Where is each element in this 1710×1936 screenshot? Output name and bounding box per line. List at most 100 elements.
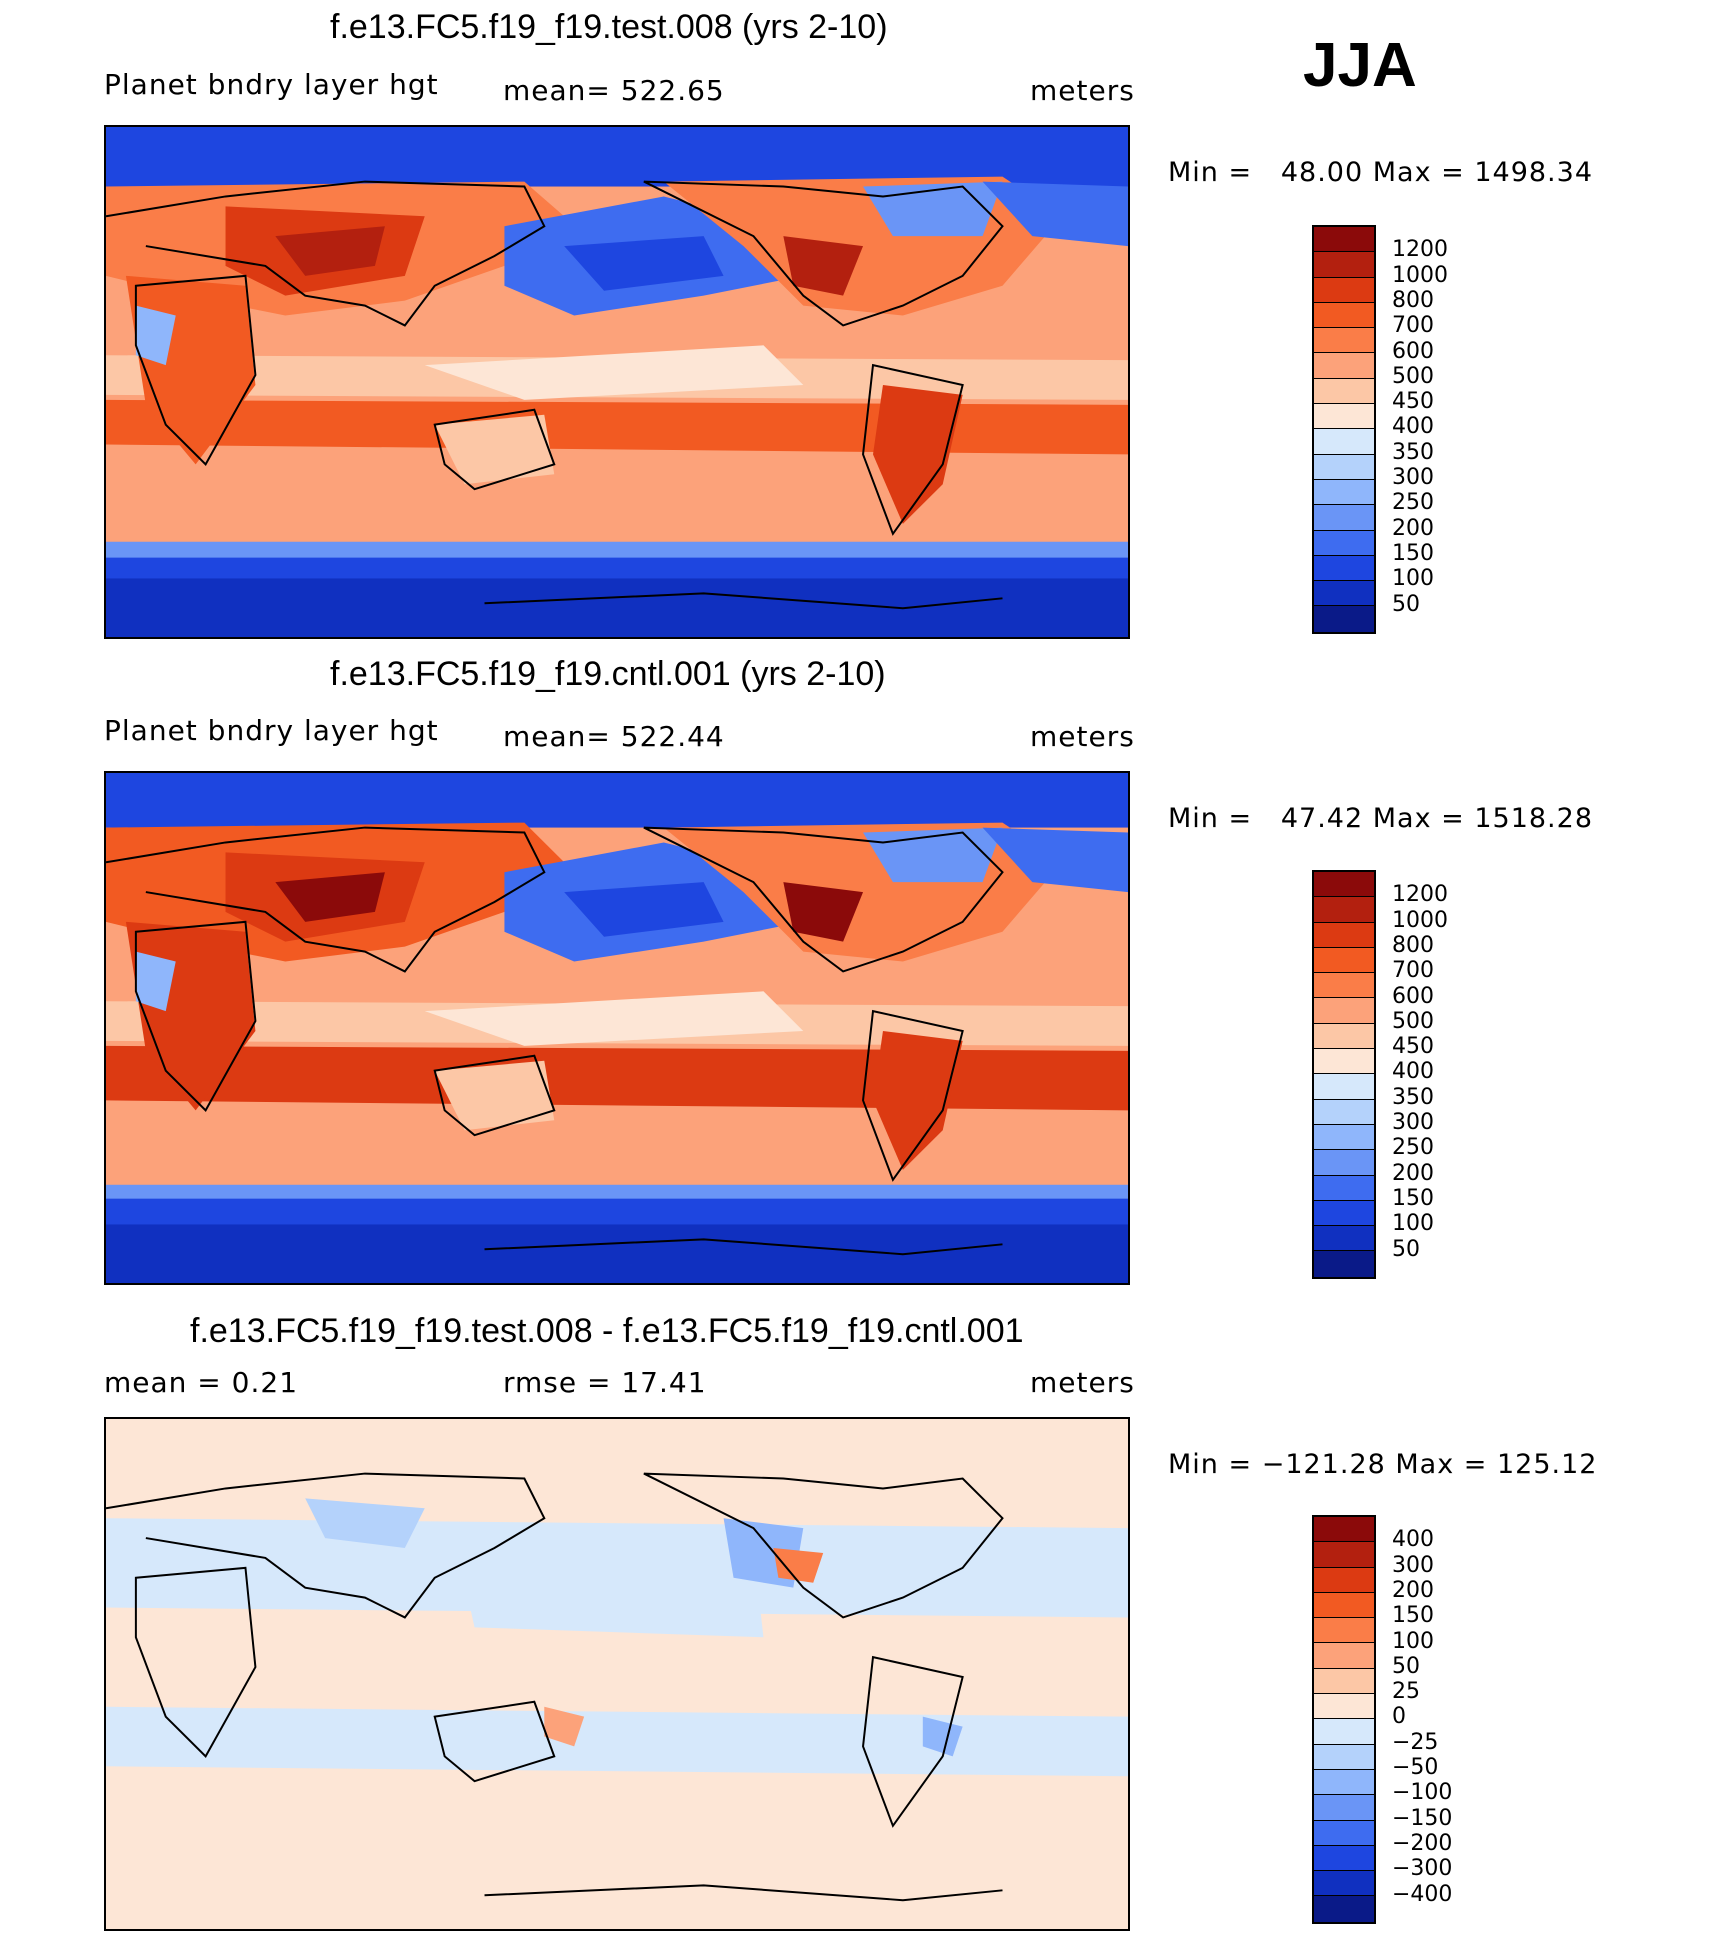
panel-3-colorbar-tick-label: −100 [1392,1780,1453,1806]
panel-3-colorbar-tick-label: 100 [1392,1628,1434,1654]
panel-2-colorbar-swatch [1314,1150,1374,1176]
panel-1-colorbar-tick-label: 1200 [1392,237,1448,263]
panel-2-variable-label: Planet bndry layer hgt [104,714,439,747]
panel-3-colorbar-swatch [1314,1795,1374,1821]
panel-3-map [104,1417,1130,1931]
panel-2-colorbar-swatch [1314,1175,1374,1201]
panel-2-colorbar-swatch [1314,1023,1374,1050]
panel-2-colorbar-swatch [1314,1226,1374,1252]
panel-1-colorbar-tick-label: 100 [1392,566,1434,592]
panel-3-colorbar-tick-label: 0 [1392,1704,1406,1730]
panel-2-colorbar-swatch [1314,1099,1374,1125]
panel-1-title: f.e13.FC5.f19_f19.test.008 (yrs 2-10) [330,8,888,46]
panel-3-minmax: Min = −121.28 Max = 125.12 [1168,1449,1598,1480]
panel-2-colorbar-tick-label: 1000 [1392,907,1448,933]
panel-1-colorbar-tick-label: 800 [1392,287,1434,313]
panel-2-colorbar-swatch [1314,897,1374,923]
panel-1-colorbar-swatch [1314,252,1374,278]
panel-2-colorbar-swatch [1314,998,1374,1024]
panel-3-title: f.e13.FC5.f19_f19.test.008 - f.e13.FC5.f… [190,1312,1024,1350]
panel-3-colorbar-swatch [1314,1517,1374,1543]
panel-2-colorbar-tick-label: 150 [1392,1185,1434,1211]
panel-3-rmse-label: rmse = 17.41 [503,1366,707,1399]
panel-1-colorbar-swatch [1314,328,1374,354]
panel-2-colorbar-tick-label: 600 [1392,983,1434,1009]
panel-2-colorbar-swatch [1314,947,1374,974]
panel-1-colorbar-swatch [1314,454,1374,480]
panel-3-colorbar-tick-label: 25 [1392,1679,1420,1705]
panel-1-variable-label: Planet bndry layer hgt [104,68,439,101]
panel-1-colorbar-tick-label: 400 [1392,414,1434,440]
panel-1-colorbar-tick-label: 250 [1392,490,1434,516]
panel-1-colorbar-tick-label: 500 [1392,363,1434,389]
panel-3-mean-label: mean = 0.21 [104,1366,299,1399]
panel-2-colorbar-swatch [1314,1200,1374,1227]
panel-3-colorbar-tick-label: 400 [1392,1527,1434,1553]
panel-2-colorbar-swatch [1314,1074,1374,1100]
panel-2-colorbar-swatch [1314,872,1374,898]
panel-2-map [104,771,1130,1285]
panel-3-colorbar-tick-label: −50 [1392,1755,1439,1780]
panel-1-colorbar-swatch [1314,581,1374,607]
panel-3-colorbar-tick-label: 50 [1392,1653,1420,1679]
panel-1-units-label: meters [1030,74,1135,107]
panel-2-colorbar-swatch [1314,1251,1374,1277]
panel-3-colorbar-swatch [1314,1618,1374,1644]
panel-1-colorbar-swatch [1314,555,1374,582]
panel-2-colorbar-tick-label: 250 [1392,1135,1434,1161]
panel-2-colorbar-tick-label: 400 [1392,1059,1434,1085]
panel-3-colorbar-swatch [1314,1719,1374,1745]
panel-1-colorbar-swatch [1314,530,1374,556]
panel-3-colorbar-swatch [1314,1845,1374,1872]
panel-2-colorbar-tick-label: 100 [1392,1211,1434,1237]
panel-2-colorbar-tick-label: 350 [1392,1084,1434,1110]
panel-2-colorbar-swatch [1314,973,1374,999]
season-label: JJA [1303,31,1417,100]
panel-1-colorbar-tick-label: 600 [1392,338,1434,364]
panel-3-colorbar-swatch [1314,1694,1374,1720]
panel-1-colorbar-swatch [1314,505,1374,531]
panel-1-colorbar-swatch [1314,429,1374,455]
panel-2-colorbar-tick-label: 200 [1392,1160,1434,1186]
panel-1-colorbar-tick-label: 50 [1392,591,1420,617]
panel-3-colorbar-tick-label: 150 [1392,1603,1434,1629]
panel-3-colorbar-swatch [1314,1896,1374,1922]
panel-3-colorbar-swatch [1314,1820,1374,1846]
panel-1-colorbar-tick-label: 300 [1392,465,1434,490]
panel-3-colorbar-swatch [1314,1592,1374,1619]
panel-1-colorbar-tick-label: 350 [1392,439,1434,465]
panel-1-colorbar-tick-label: 450 [1392,389,1434,415]
panel-2-colorbar-tick-label: 500 [1392,1008,1434,1034]
panel-3-colorbar-swatch [1314,1769,1374,1796]
panel-1-map [104,125,1130,639]
panel-2-units-label: meters [1030,720,1135,753]
panel-3-colorbar-swatch [1314,1567,1374,1593]
panel-1-colorbar [1312,225,1376,634]
panel-3-colorbar-swatch [1314,1542,1374,1568]
panel-1-colorbar-swatch [1314,302,1374,329]
panel-2-colorbar-swatch [1314,1049,1374,1075]
panel-1-colorbar-swatch [1314,606,1374,632]
panel-3-colorbar-tick-label: −150 [1392,1805,1453,1831]
panel-1-colorbar-tick-label: 700 [1392,313,1434,339]
panel-3-colorbar-swatch [1314,1668,1374,1695]
panel-3-colorbar [1312,1515,1376,1924]
panel-1-colorbar-swatch [1314,227,1374,253]
panel-1-colorbar-swatch [1314,378,1374,405]
panel-1-colorbar-tick-label: 1000 [1392,262,1448,288]
panel-2-colorbar-swatch [1314,1124,1374,1151]
panel-1-mean-label: mean= 522.65 [503,74,725,107]
panel-3-units-label: meters [1030,1366,1135,1399]
panel-1-minmax: Min = 48.00 Max = 1498.34 [1168,157,1593,188]
panel-1-colorbar-swatch [1314,479,1374,506]
panel-1-colorbar-swatch [1314,404,1374,430]
panel-1-colorbar-swatch [1314,277,1374,303]
panel-3-colorbar-swatch [1314,1744,1374,1770]
panel-1-colorbar-tick-label: 200 [1392,515,1434,541]
panel-3-colorbar-tick-label: −300 [1392,1856,1453,1882]
panel-2-minmax: Min = 47.42 Max = 1518.28 [1168,803,1593,834]
panel-3-colorbar-tick-label: −25 [1392,1729,1439,1755]
panel-2-colorbar-tick-label: 700 [1392,958,1434,984]
panel-2-colorbar-swatch [1314,922,1374,948]
panel-3-colorbar-swatch [1314,1871,1374,1897]
